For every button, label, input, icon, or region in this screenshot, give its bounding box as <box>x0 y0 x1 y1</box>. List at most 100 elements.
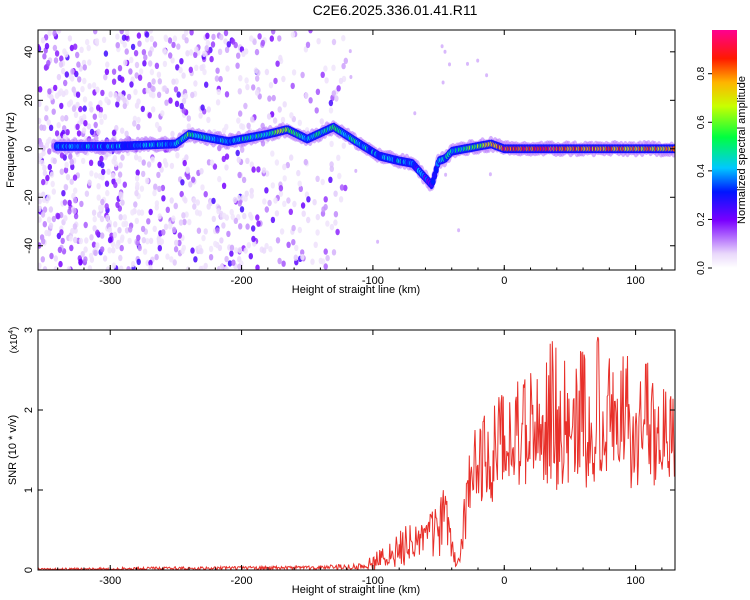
noise-dot <box>126 93 132 101</box>
noise-dot <box>152 225 157 232</box>
snr-ytick-label: 2 <box>23 407 35 413</box>
figure-title: C2E6.2025.336.01.41.R11 <box>313 2 478 18</box>
noise-dot <box>44 114 49 122</box>
noise-dot <box>68 153 73 160</box>
noise-dot <box>144 36 150 43</box>
noise-dot <box>181 72 186 79</box>
noise-dot <box>163 49 168 56</box>
noise-dot <box>44 42 50 50</box>
noise-dot <box>194 64 199 72</box>
noise-dot <box>120 154 125 161</box>
noise-dot <box>61 67 66 75</box>
noise-dot <box>162 60 168 68</box>
noise-dot <box>305 41 311 48</box>
noise-dot <box>180 179 185 186</box>
noise-dot <box>42 221 47 228</box>
noise-dot <box>336 154 341 161</box>
noise-dot <box>112 231 118 239</box>
noise-dot <box>195 199 200 206</box>
noise-dot <box>103 74 108 81</box>
noise-dot <box>188 49 194 56</box>
noise-dot <box>54 50 60 57</box>
noise-dot <box>69 44 75 52</box>
noise-dot <box>255 75 260 82</box>
noise-dot <box>147 50 153 57</box>
noise-dot <box>98 205 103 212</box>
noise-dot <box>118 254 123 262</box>
noise-dot <box>108 91 113 98</box>
snr-xlabel: Height of straight line (km) <box>292 584 420 596</box>
noise-dot <box>67 199 72 207</box>
noise-dot <box>46 194 51 201</box>
noise-dot <box>331 249 337 256</box>
noise-dot <box>94 38 100 45</box>
noise-dot <box>167 223 173 230</box>
noise-dot <box>42 206 48 213</box>
noise-dot <box>79 46 84 53</box>
noise-dot <box>100 89 105 97</box>
snr-ytick-label: 1 <box>23 487 35 493</box>
noise-dot <box>224 164 229 171</box>
noise-dot <box>68 73 73 80</box>
noise-dot <box>339 184 345 191</box>
noise-dot <box>105 214 110 222</box>
noise-dot <box>270 150 275 157</box>
noise-dot <box>104 203 109 210</box>
noise-dot <box>244 190 249 197</box>
noise-dot <box>323 248 328 255</box>
noise-dot <box>163 223 169 230</box>
noise-dot <box>157 213 162 220</box>
noise-dot <box>186 115 191 122</box>
noise-dot <box>141 237 146 244</box>
noise-dot <box>230 38 236 45</box>
noise-dot <box>223 38 228 45</box>
noise-dot <box>69 158 75 166</box>
noise-dot <box>47 30 52 37</box>
noise-dot <box>92 225 97 232</box>
noise-dot <box>89 234 94 241</box>
noise-dot <box>174 78 179 85</box>
noise-dot <box>193 80 198 87</box>
noise-dot <box>81 157 86 165</box>
noise-dot <box>149 68 155 76</box>
noise-dot <box>179 102 184 110</box>
noise-dot <box>73 212 79 220</box>
noise-dot <box>99 215 105 223</box>
ridge-core <box>434 166 439 173</box>
noise-dot <box>67 35 73 42</box>
noise-dot <box>182 159 187 167</box>
noise-dot <box>146 218 151 225</box>
noise-dot <box>246 122 251 129</box>
noise-dot <box>277 106 282 113</box>
noise-dot <box>150 156 155 163</box>
noise-dot <box>110 172 116 179</box>
noise-dot <box>190 91 195 99</box>
noise-dot <box>132 120 137 127</box>
noise-dot <box>297 226 302 234</box>
noise-dot <box>221 212 227 219</box>
noise-dot <box>319 118 324 125</box>
noise-dot <box>273 197 278 204</box>
noise-dot <box>78 105 83 113</box>
noise-dot <box>135 181 140 188</box>
noise-dot <box>84 237 89 244</box>
noise-dot <box>159 166 164 173</box>
noise-dot <box>60 237 65 245</box>
noise-dot <box>100 232 105 239</box>
noise-dot <box>42 164 47 172</box>
noise-dot <box>251 166 256 173</box>
noise-dot <box>141 159 146 166</box>
noise-dot <box>254 89 260 96</box>
noise-dot <box>129 81 134 88</box>
noise-dot <box>154 62 160 69</box>
noise-dot <box>140 105 145 113</box>
noise-dot <box>42 53 47 60</box>
noise-dot <box>47 148 52 155</box>
noise-dot <box>148 30 153 34</box>
noise-dot <box>75 101 80 109</box>
noise-dot <box>234 247 239 254</box>
noise-dot <box>176 43 181 50</box>
noise-dot <box>180 247 185 255</box>
noise-dot <box>336 85 341 92</box>
noise-dot <box>191 176 196 183</box>
